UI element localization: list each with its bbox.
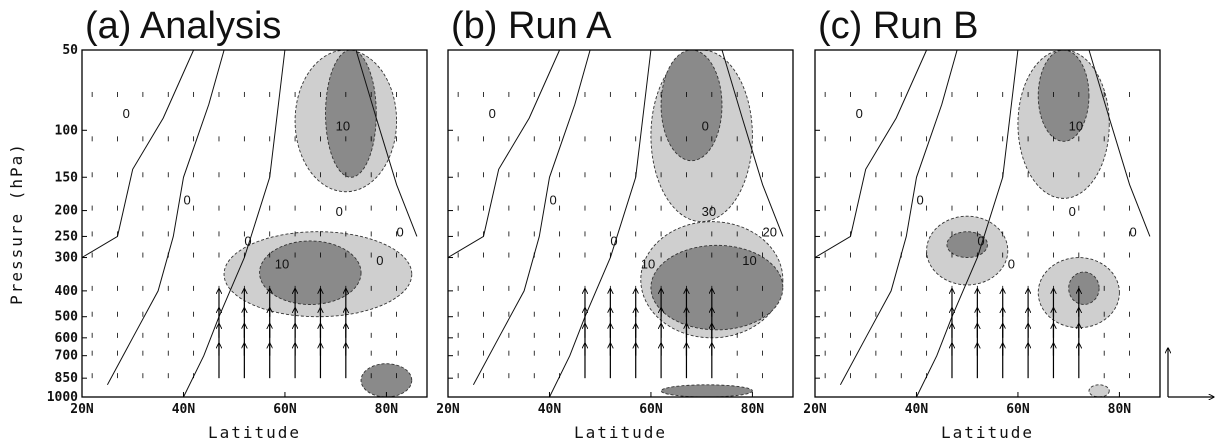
x-tick-label: 60N (1006, 402, 1030, 417)
x-tick-label: 20N (803, 402, 827, 417)
contour-line (355, 49, 418, 237)
plot-frame (814, 49, 1161, 398)
x-tick-label: 80N (375, 402, 399, 417)
x-axis-label: Latitude (208, 423, 301, 442)
x-tick-label: 80N (1108, 402, 1132, 417)
y-axis-label: Pressure (hPa) (7, 142, 26, 305)
y-tick-label: 50 (62, 43, 78, 58)
contour-label: 0 (977, 233, 984, 248)
contour-label: 0 (916, 193, 923, 208)
contour-line (106, 49, 225, 386)
vector-reference-legend (1168, 348, 1214, 397)
contour-line (472, 49, 591, 386)
x-tick-label: 20N (70, 402, 94, 417)
contour-label: 0 (702, 118, 709, 133)
contour-line (1088, 49, 1151, 237)
shaded-region-high (259, 240, 362, 305)
x-tick-label: 80N (741, 402, 765, 417)
shaded-region-low (1088, 384, 1110, 398)
contour-label: 0 (123, 106, 130, 121)
contour-line (814, 49, 928, 258)
contour-label: 10 (641, 257, 655, 272)
shaded-region-high (946, 231, 988, 258)
shaded-region-high (1068, 271, 1100, 305)
panel-3: (c) Run B 20N 40N 60N 80N Latitude 0 0 0 10 0 0 0 (803, 5, 1161, 442)
panel-title: (a) Analysis (85, 5, 281, 47)
contour-line (721, 49, 784, 237)
x-axis-label: Latitude (574, 423, 667, 442)
contour-label: 0 (336, 204, 343, 219)
shaded-region-high (360, 363, 413, 398)
contour-line (839, 49, 958, 386)
contour-label: 0 (183, 193, 190, 208)
contour-line (549, 49, 652, 398)
x-axis-label: Latitude (941, 423, 1034, 442)
x-tick-label: 40N (172, 402, 196, 417)
y-tick-label: 1000 (47, 390, 78, 405)
contour-line (81, 49, 195, 258)
y-tick-label: 250 (55, 229, 79, 244)
contour-line (183, 49, 286, 398)
x-tick-label: 60N (639, 402, 663, 417)
contour-label: 0 (610, 233, 617, 248)
plot-frame (81, 49, 428, 398)
contour-label: 10 (1069, 118, 1083, 133)
shaded-region-high (660, 384, 753, 398)
x-tick-label: 60N (273, 402, 297, 417)
x-tick-label: 20N (436, 402, 460, 417)
contour-label: 10 (275, 257, 289, 272)
panel-title: (c) Run B (818, 5, 978, 47)
panel-title: (b) Run A (451, 5, 612, 47)
contour-label: 0 (1008, 257, 1015, 272)
contour-label: 0 (549, 193, 556, 208)
contour-label: 0 (1069, 204, 1076, 219)
shaded-region-high (660, 49, 723, 162)
contour-label: 0 (376, 253, 383, 268)
contour-label: 0 (397, 224, 404, 239)
y-tick-label: 500 (55, 310, 79, 325)
shaded-region-high (650, 244, 784, 331)
contour-label: 0 (489, 106, 496, 121)
contour-label: 0 (856, 106, 863, 121)
contour-label: 0 (244, 233, 251, 248)
y-tick-label: 600 (55, 331, 79, 346)
y-tick-label: 700 (55, 349, 79, 364)
contour-label: 20 (763, 224, 777, 239)
panel-2: (b) Run A 20N 40N 60N 80N Latitude 0 0 0 0 10 30 20 1… (436, 5, 794, 442)
y-tick-label: 150 (55, 170, 79, 185)
plot-frame (447, 49, 794, 398)
contour-line (916, 49, 1019, 398)
shaded-region-high (325, 49, 377, 178)
contour-label: 0 (1130, 224, 1137, 239)
contour-label: 10 (742, 253, 756, 268)
y-tick-label: 100 (55, 123, 79, 138)
contour-label: 30 (702, 204, 716, 219)
contour-label: 10 (336, 118, 350, 133)
y-tick-label: 200 (55, 204, 79, 219)
x-tick-label: 40N (538, 402, 562, 417)
y-tick-label: 400 (55, 284, 79, 299)
contour-line (447, 49, 561, 258)
y-tick-label: 850 (55, 371, 79, 386)
y-tick-label: 300 (55, 251, 79, 266)
x-tick-label: 40N (905, 402, 929, 417)
